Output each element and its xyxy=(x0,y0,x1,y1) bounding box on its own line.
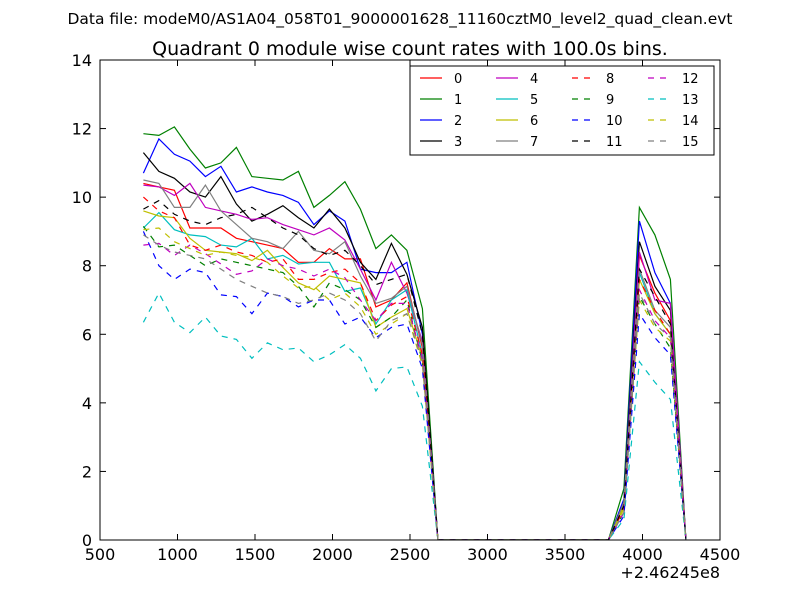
legend-label-3: 3 xyxy=(454,135,462,150)
series-group xyxy=(142,126,687,540)
legend-label-6: 6 xyxy=(530,114,538,129)
x-tick-label: 2500 xyxy=(390,545,431,564)
legend-label-13: 13 xyxy=(682,93,699,108)
legend-label-7: 7 xyxy=(530,135,538,150)
figure-suptitle: Data file: modeM0/AS1A04_058T01_90000016… xyxy=(67,10,732,29)
legend-label-0: 0 xyxy=(454,72,462,87)
plot-layer xyxy=(142,126,687,540)
series-line-11 xyxy=(143,199,687,540)
series-line-2 xyxy=(142,137,687,540)
legend-label-11: 11 xyxy=(606,135,623,150)
series-line-14 xyxy=(143,227,687,540)
series-line-15 xyxy=(143,234,687,540)
legend-label-5: 5 xyxy=(530,93,538,108)
x-offset-label: +2.46245e8 xyxy=(620,563,720,582)
legend-label-2: 2 xyxy=(454,114,462,129)
x-tick-label: 3000 xyxy=(467,545,508,564)
x-tick-label: 4000 xyxy=(622,545,663,564)
x-tick-label: 3500 xyxy=(545,545,586,564)
series-line-1 xyxy=(143,126,687,540)
x-tick-label: 1000 xyxy=(157,545,198,564)
legend-label-10: 10 xyxy=(606,114,623,129)
series-line-10 xyxy=(142,231,687,540)
series-line-3 xyxy=(142,152,687,540)
y-tick-label: 8 xyxy=(82,257,92,276)
series-line-13 xyxy=(142,291,687,540)
y-tick-label: 2 xyxy=(82,462,92,481)
series-line-4 xyxy=(143,182,687,540)
series-line-9 xyxy=(142,225,687,540)
y-tick-label: 10 xyxy=(72,188,92,207)
y-tick-label: 4 xyxy=(82,394,92,413)
x-tick-label: 2000 xyxy=(312,545,353,564)
y-tick-label: 14 xyxy=(72,51,92,70)
legend-label-12: 12 xyxy=(682,72,699,87)
y-tick-label: 12 xyxy=(72,120,92,139)
series-line-6 xyxy=(143,210,687,540)
x-tick-label: 1500 xyxy=(235,545,276,564)
x-tick-label: 500 xyxy=(85,545,116,564)
legend-label-14: 14 xyxy=(682,114,699,129)
legend-box xyxy=(409,65,715,156)
axes-layer: 500 1000 1500 2000 2500 3000 3500 4000 4500 0 2 4 6 8… xyxy=(72,51,741,564)
x-tick-label: 4500 xyxy=(700,545,741,564)
legend-label-9: 9 xyxy=(606,93,614,108)
legend-label-4: 4 xyxy=(530,72,538,87)
series-line-8 xyxy=(143,196,687,540)
series-line-5 xyxy=(142,211,687,540)
chart-title: Quadrant 0 module wise count rates with … xyxy=(152,38,668,60)
y-tick-label: 6 xyxy=(82,325,92,344)
legend-label-1: 1 xyxy=(454,93,462,108)
y-tick-label: 0 xyxy=(82,531,92,550)
series-line-0 xyxy=(143,182,687,540)
legend-label-15: 15 xyxy=(682,135,699,150)
legend-label-8: 8 xyxy=(606,72,614,87)
series-line-7 xyxy=(143,179,687,540)
series-line-12 xyxy=(143,242,687,540)
